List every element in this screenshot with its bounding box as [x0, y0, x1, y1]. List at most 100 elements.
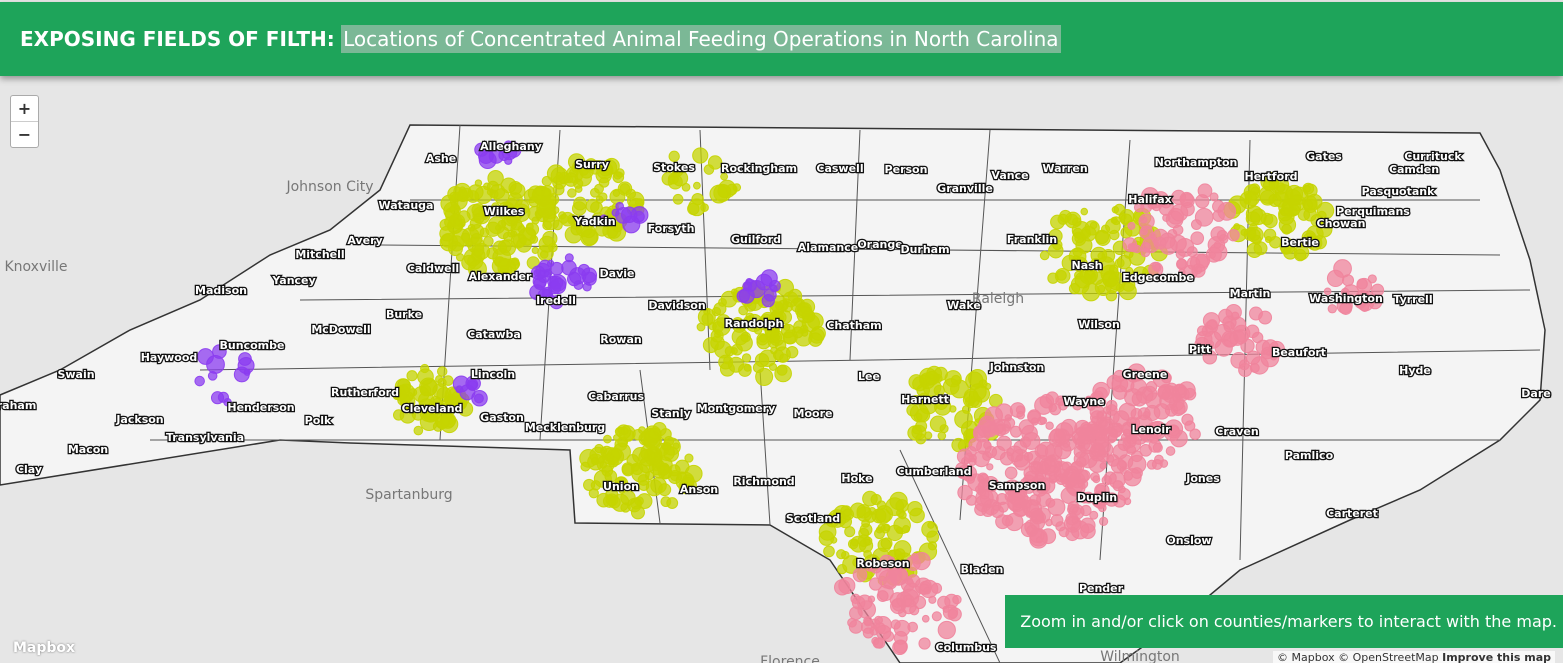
county-label[interactable]: Edgecombe [1121, 270, 1195, 286]
marker[interactable] [1036, 441, 1056, 461]
marker[interactable] [1209, 192, 1219, 202]
county-label[interactable]: Hoke [840, 471, 874, 487]
marker[interactable] [692, 147, 709, 164]
marker[interactable] [1089, 510, 1099, 520]
county-label[interactable]: Catawba [466, 327, 522, 343]
marker[interactable] [863, 559, 877, 572]
marker[interactable] [1195, 330, 1213, 348]
marker[interactable] [1095, 230, 1111, 246]
county-label[interactable]: Chowan [1315, 216, 1366, 232]
county-label[interactable]: Davidson [647, 298, 707, 314]
marker[interactable] [886, 524, 904, 542]
marker[interactable] [530, 265, 546, 281]
county-label[interactable]: Union [602, 479, 641, 495]
county-label[interactable]: Gaston [479, 410, 525, 426]
marker[interactable] [1098, 419, 1108, 429]
marker[interactable] [1316, 201, 1335, 220]
marker[interactable] [963, 388, 979, 404]
marker[interactable] [668, 150, 680, 163]
zoom-out[interactable]: − [11, 121, 38, 147]
county-label[interactable]: Alleghany [479, 139, 543, 155]
county-label[interactable]: Bertie [1280, 235, 1320, 251]
marker[interactable] [555, 171, 563, 180]
marker[interactable] [603, 434, 612, 444]
marker[interactable] [573, 178, 584, 189]
marker[interactable] [1126, 417, 1137, 428]
marker[interactable] [1127, 454, 1147, 474]
county-label[interactable]: Rockingham [720, 161, 799, 177]
marker[interactable] [964, 452, 974, 463]
county-label[interactable]: Wilkes [482, 204, 526, 220]
marker[interactable] [818, 530, 835, 546]
county-label[interactable]: Moore [792, 406, 834, 422]
marker[interactable] [1189, 428, 1201, 440]
marker[interactable] [1146, 459, 1157, 470]
marker[interactable] [1172, 399, 1188, 415]
marker[interactable] [497, 258, 517, 278]
marker[interactable] [986, 463, 994, 471]
marker[interactable] [594, 183, 604, 194]
marker[interactable] [1281, 223, 1293, 235]
marker[interactable] [931, 611, 942, 622]
county-label[interactable]: Transylvania [165, 430, 246, 446]
county-label[interactable]: Pender [1078, 581, 1125, 597]
county-label[interactable]: Lincoln [470, 367, 517, 383]
marker[interactable] [617, 181, 633, 196]
marker[interactable] [1153, 454, 1164, 465]
marker[interactable] [504, 202, 512, 211]
marker[interactable] [1223, 320, 1235, 333]
marker[interactable] [1248, 228, 1261, 241]
marker[interactable] [915, 433, 927, 445]
county-label[interactable]: Mitchell [294, 247, 346, 263]
marker[interactable] [1268, 179, 1279, 190]
county-label[interactable]: Henderson [226, 400, 296, 416]
marker[interactable] [963, 435, 971, 443]
marker[interactable] [1212, 199, 1225, 213]
county-label[interactable]: Montgomery [695, 401, 776, 417]
marker[interactable] [1240, 228, 1248, 237]
marker[interactable] [1205, 246, 1222, 263]
marker[interactable] [867, 595, 876, 603]
marker[interactable] [1066, 479, 1076, 489]
marker[interactable] [1190, 231, 1205, 246]
marker[interactable] [1030, 417, 1039, 426]
marker[interactable] [1176, 258, 1187, 269]
marker[interactable] [703, 308, 711, 316]
county-label[interactable]: Warren [1041, 161, 1089, 177]
county-label[interactable]: Duplin [1076, 490, 1119, 506]
county-label[interactable]: Yadkin [572, 214, 617, 230]
county-label[interactable]: Rowan [599, 332, 643, 348]
marker[interactable] [1004, 491, 1016, 502]
county-label[interactable]: Guilford [730, 232, 783, 248]
county-label[interactable]: Alamance [796, 240, 859, 256]
marker[interactable] [957, 484, 973, 501]
marker[interactable] [1035, 511, 1047, 523]
marker[interactable] [1327, 304, 1337, 314]
marker[interactable] [825, 513, 840, 528]
marker[interactable] [567, 188, 577, 198]
improve-link[interactable]: Improve this map [1442, 651, 1551, 663]
marker[interactable] [406, 370, 418, 382]
marker[interactable] [874, 615, 884, 625]
county-label[interactable]: Orange [856, 237, 904, 253]
county-label[interactable]: Lenoir [1130, 422, 1172, 438]
marker[interactable] [1167, 424, 1180, 437]
marker[interactable] [1045, 518, 1053, 527]
county-label[interactable]: Alexander [467, 269, 533, 285]
marker[interactable] [1249, 362, 1260, 373]
marker[interactable] [1050, 214, 1065, 230]
marker[interactable] [1084, 396, 1094, 406]
marker[interactable] [1213, 241, 1222, 249]
county-label[interactable]: Rutherford [330, 385, 401, 401]
marker[interactable] [727, 356, 744, 373]
marker[interactable] [732, 318, 747, 333]
marker[interactable] [439, 225, 456, 242]
marker[interactable] [1090, 471, 1100, 482]
marker[interactable] [741, 353, 752, 363]
marker[interactable] [620, 502, 631, 513]
marker[interactable] [1250, 208, 1267, 226]
marker[interactable] [799, 298, 816, 315]
marker[interactable] [207, 371, 218, 381]
marker[interactable] [1045, 391, 1059, 405]
